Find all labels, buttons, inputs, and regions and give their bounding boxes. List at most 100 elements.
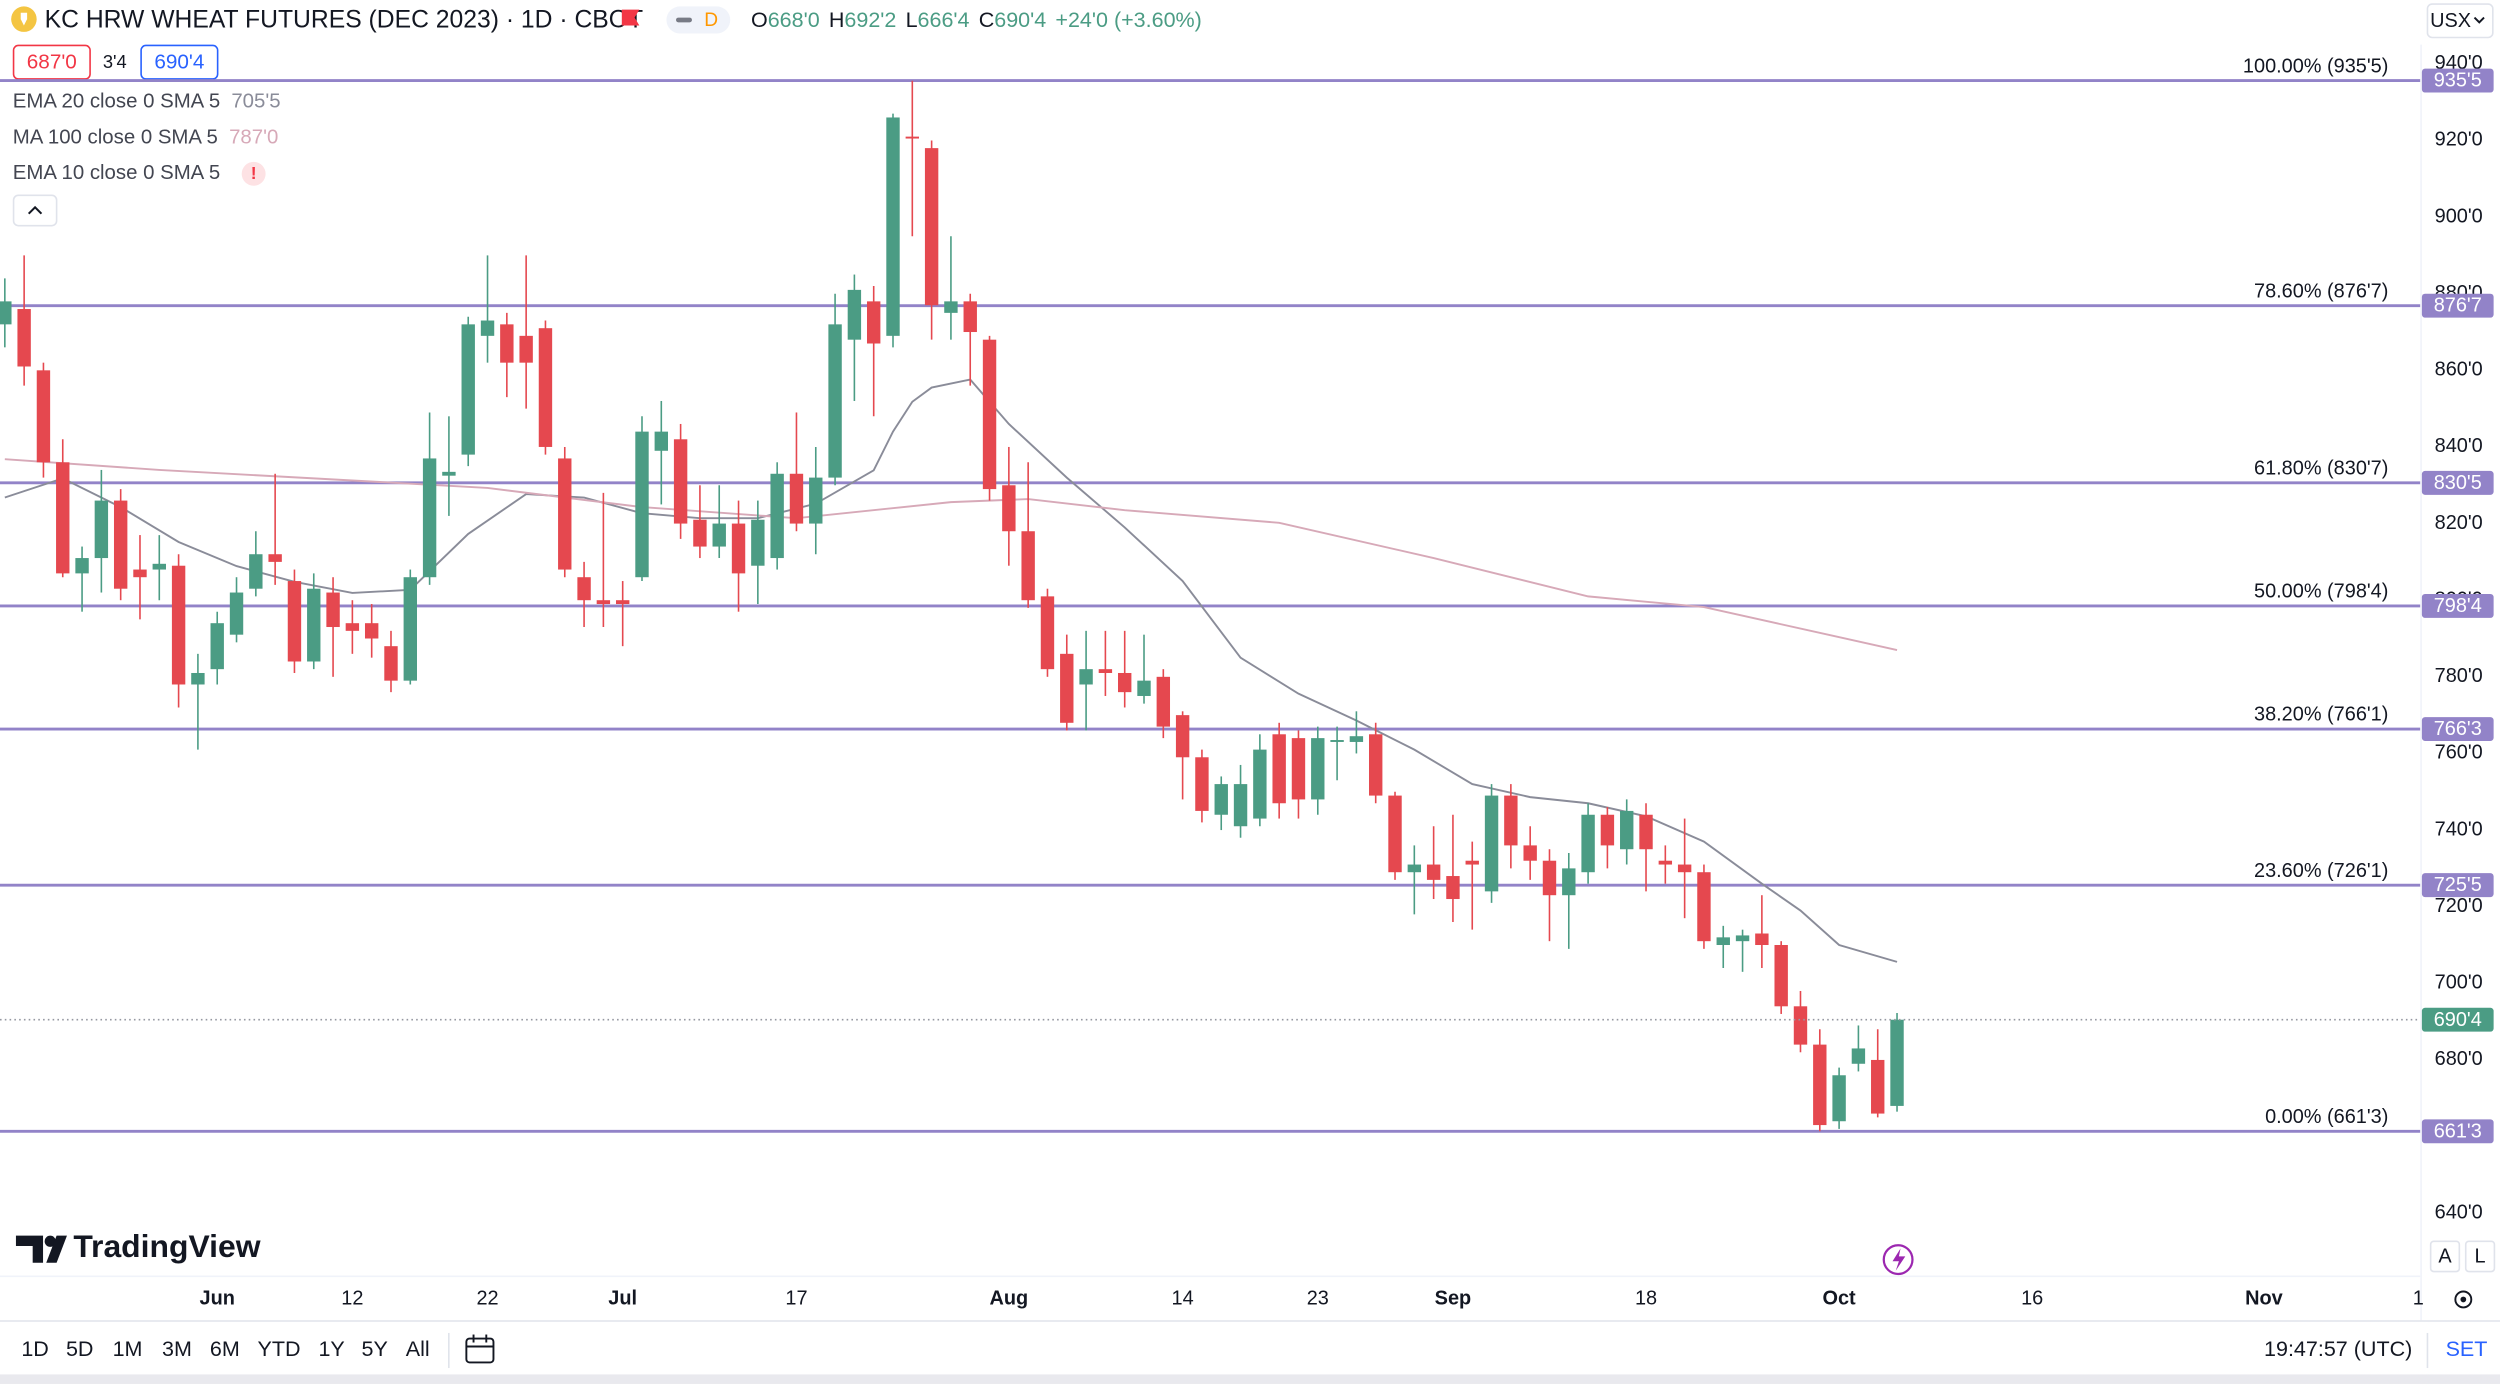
ohlc-value: 690'4 <box>994 7 1046 31</box>
candle-body <box>558 458 572 570</box>
candle-body <box>94 500 109 559</box>
candle-body <box>442 471 456 476</box>
candle-body <box>1793 1006 1808 1045</box>
candle-body <box>731 523 746 574</box>
currency-chevron <box>2473 16 2485 24</box>
ohlc-label: L <box>906 7 918 31</box>
candle-body <box>809 477 823 524</box>
legend-collapse-button[interactable] <box>12 194 58 227</box>
candle-body <box>1504 795 1518 846</box>
candle-body <box>924 148 939 306</box>
candle-body <box>538 328 553 447</box>
indicator-value: 787'0 <box>229 126 278 148</box>
currency-button[interactable] <box>2426 3 2494 39</box>
candle-body <box>307 588 321 662</box>
chevron-up <box>27 205 43 215</box>
range-button[interactable]: 1Y <box>318 1337 344 1361</box>
symbol-title: KC HRW WHEAT FUTURES (DEC 2023) · 1D · C… <box>45 6 643 33</box>
level-tag-label: 798'4 <box>2434 595 2482 617</box>
range-button[interactable]: All <box>406 1337 430 1361</box>
candle-body <box>1311 738 1325 800</box>
candle-body <box>1040 596 1055 670</box>
ohlc-label: C <box>979 7 995 31</box>
bottom-strip <box>0 1374 2500 1384</box>
range-button[interactable]: 5D <box>66 1337 94 1361</box>
y-tick-label: 940'0 <box>2435 52 2483 74</box>
candle-body <box>1523 845 1537 861</box>
level-tag-label: 661'3 <box>2434 1120 2482 1142</box>
candle-body <box>1755 933 1769 946</box>
y-tick-label: 900'0 <box>2435 205 2483 227</box>
watermark: TradingView <box>73 1228 260 1264</box>
candle-body <box>1484 795 1499 892</box>
log-scale-button[interactable] <box>2464 1240 2496 1273</box>
flag-icon[interactable] <box>621 9 640 26</box>
calendar-icon[interactable] <box>465 1337 495 1364</box>
candle-body <box>1890 1019 1904 1106</box>
candle-body <box>1060 653 1074 723</box>
candle-body <box>1175 715 1190 758</box>
candle-body <box>1600 814 1615 846</box>
indicator-warning <box>241 161 266 186</box>
indicator-line <box>4 458 1898 651</box>
candle-body <box>1851 1048 1866 1064</box>
settings-gear-center <box>2460 1296 2467 1303</box>
x-tick-label: Sep <box>1435 1288 1472 1310</box>
range-button[interactable]: 3M <box>162 1337 192 1361</box>
level-tag-label: 725'5 <box>2434 874 2482 896</box>
range-button[interactable]: YTD <box>257 1337 300 1361</box>
buy-button[interactable] <box>140 44 219 80</box>
y-tick-label: 820'0 <box>2435 512 2483 534</box>
y-tick-label: 700'0 <box>2435 972 2483 994</box>
candle-body <box>886 117 900 336</box>
level-tag <box>2421 873 2494 898</box>
level-tag <box>2421 293 2494 318</box>
indicator-name: EMA 10 close 0 SMA 5 <box>13 162 220 184</box>
candle-body <box>1137 680 1151 696</box>
indicator-value: 705'5 <box>231 90 280 112</box>
level-text: 61.80% (830'7) <box>2254 458 2388 480</box>
candle-body <box>171 565 186 685</box>
candle-body <box>1581 814 1595 873</box>
logo-slash <box>46 1235 67 1263</box>
candle-body <box>1291 738 1306 800</box>
candle-body <box>1407 864 1422 873</box>
candle-body <box>36 370 51 463</box>
indicator-name: MA 100 close 0 SMA 5 <box>13 126 218 148</box>
candle-body <box>1098 669 1113 673</box>
candle-body <box>847 289 862 340</box>
session-label: D <box>704 10 718 31</box>
settings-gear[interactable] <box>2454 1290 2473 1309</box>
candle-body <box>56 462 70 574</box>
candle-body <box>1253 749 1267 819</box>
range-button[interactable]: 5Y <box>362 1337 388 1361</box>
y-tick-label: 860'0 <box>2435 359 2483 381</box>
candle-body <box>1021 531 1035 601</box>
session-pill[interactable] <box>666 6 731 34</box>
candle-body <box>152 563 166 570</box>
range-button[interactable]: 1D <box>21 1337 49 1361</box>
x-tick-label: Aug <box>990 1288 1029 1310</box>
candle-body <box>210 623 224 670</box>
ohlc-label: H <box>829 7 845 31</box>
auto-scale-button[interactable] <box>2429 1240 2461 1273</box>
currency-label: USX <box>2430 10 2471 32</box>
candle-body <box>963 301 977 333</box>
candle-body <box>1156 676 1171 727</box>
candle-body <box>1118 672 1132 693</box>
range-button[interactable]: 6M <box>210 1337 240 1361</box>
settings-button[interactable]: SET <box>2446 1337 2488 1361</box>
level-tag-label: 830'5 <box>2434 472 2482 494</box>
candle-body <box>17 309 31 367</box>
candle-body <box>1677 864 1692 873</box>
candle-body <box>1832 1075 1846 1122</box>
y-tick-label: 640'0 <box>2435 1201 2483 1223</box>
candle-body <box>403 577 417 681</box>
range-button[interactable]: 1M <box>113 1337 143 1361</box>
level-tag <box>2421 470 2494 495</box>
candle-body <box>615 600 630 605</box>
candle-body <box>1774 945 1788 1007</box>
candle-body <box>1195 757 1209 811</box>
level-tag-label: 766'3 <box>2434 718 2482 740</box>
sell-button[interactable] <box>12 44 91 80</box>
